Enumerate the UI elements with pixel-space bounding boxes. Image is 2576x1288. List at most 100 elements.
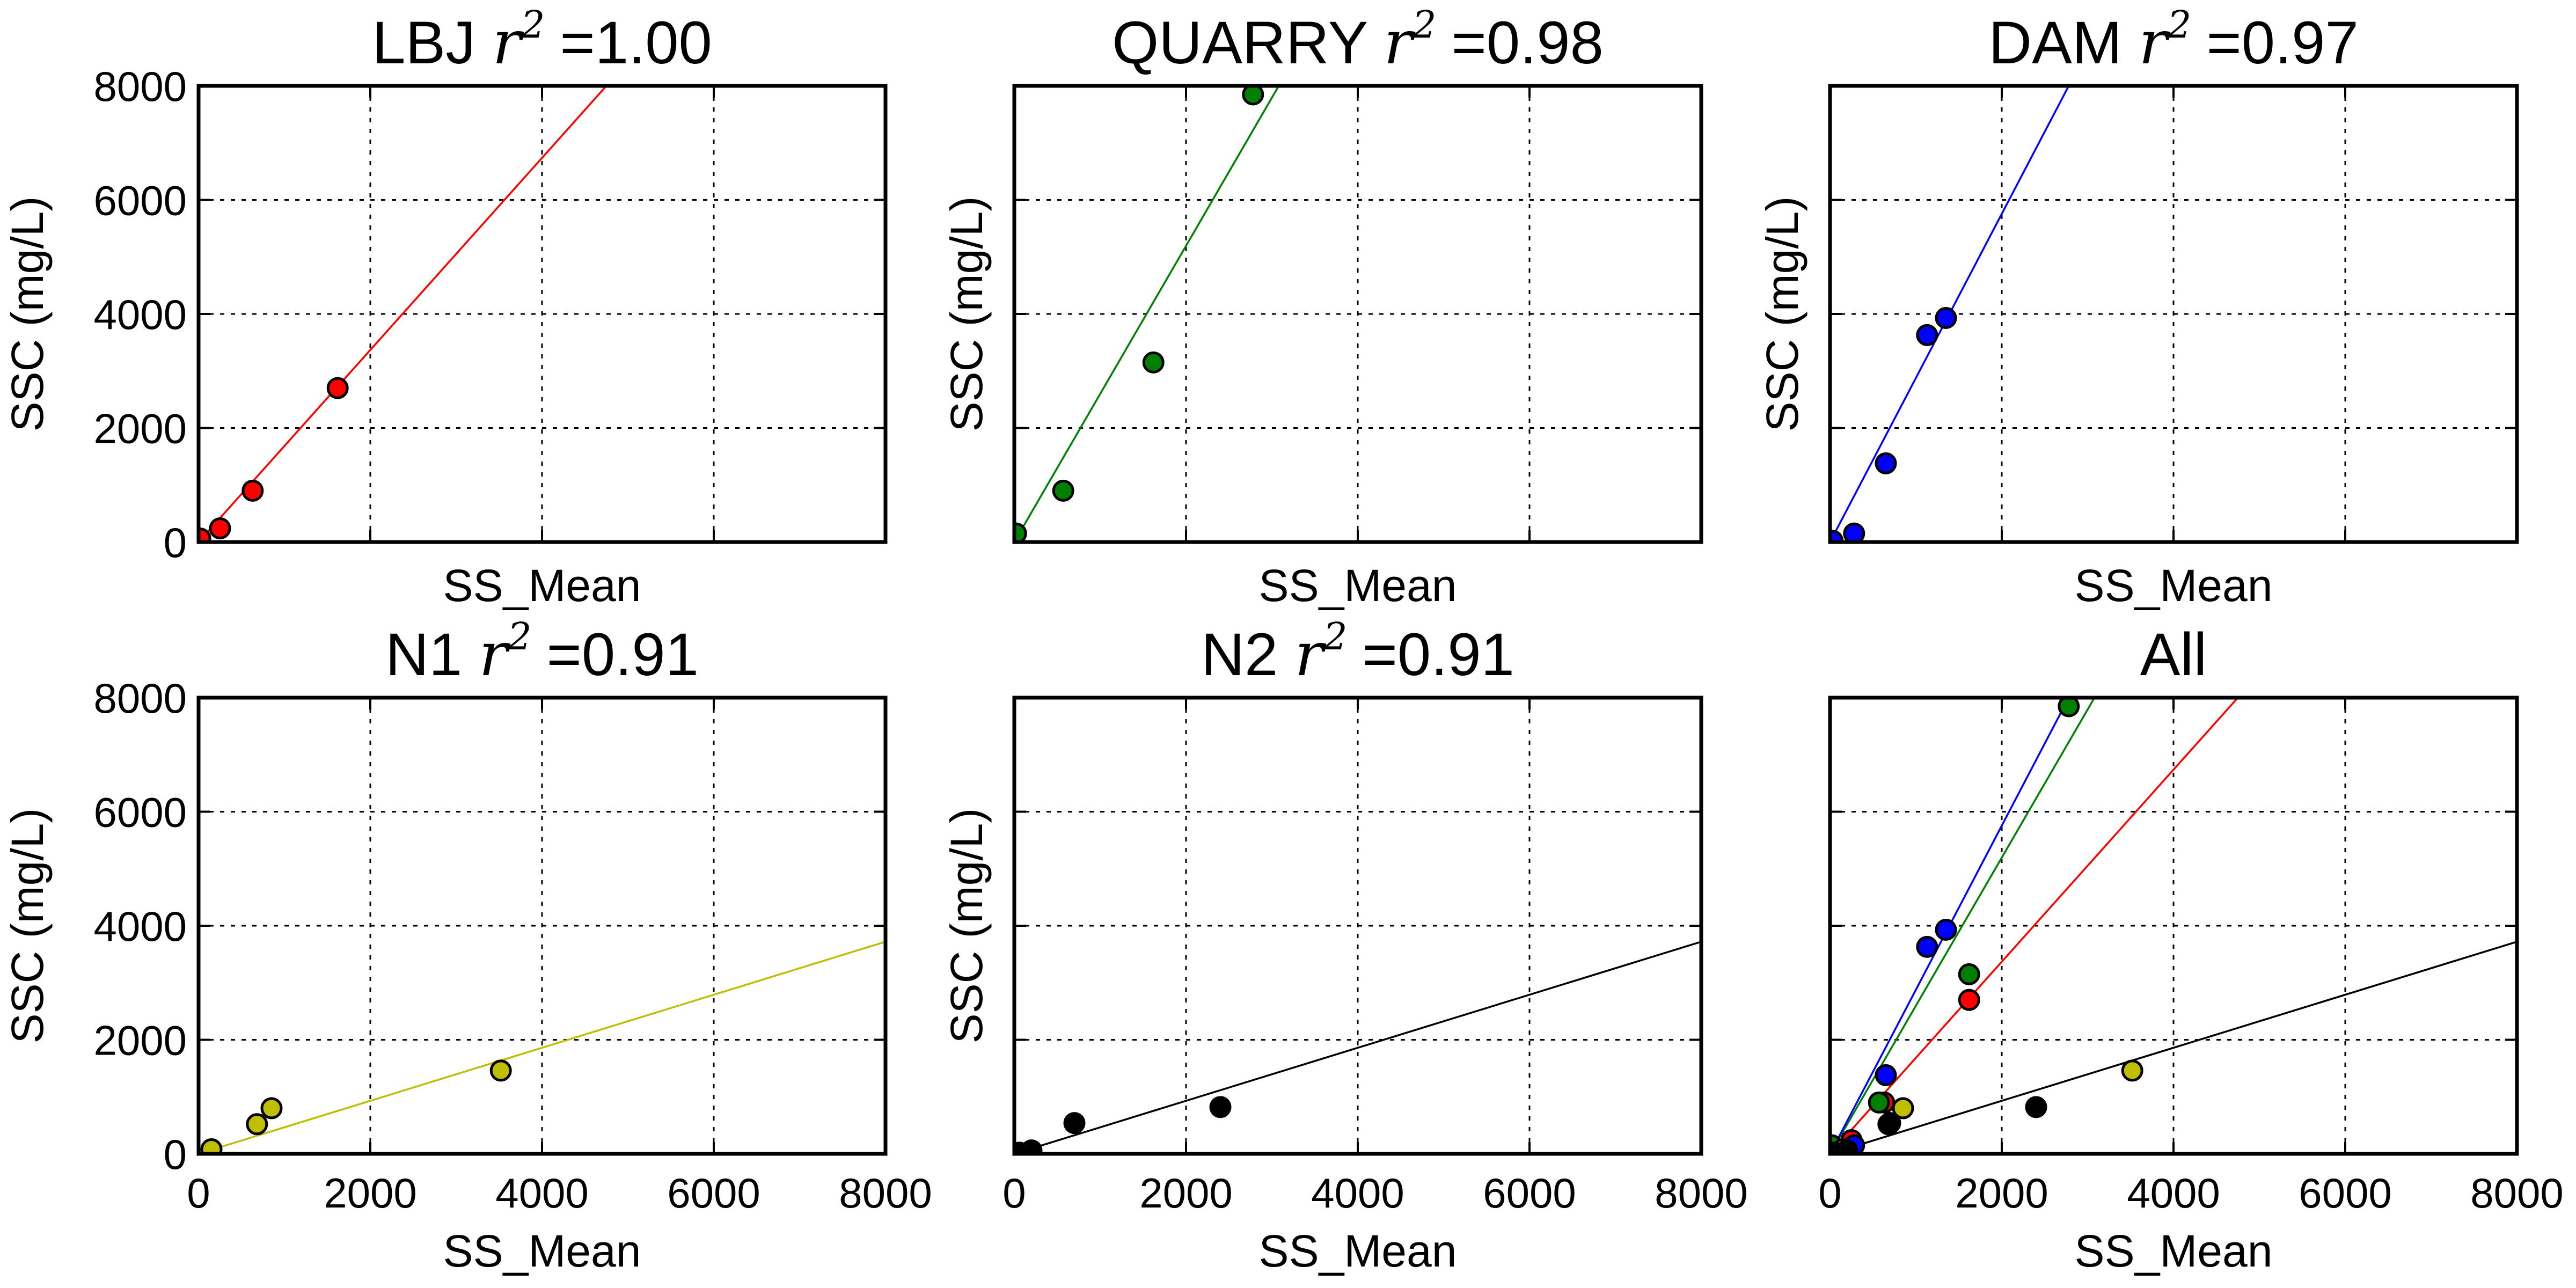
x-tick-label: 2000	[1139, 1169, 1233, 1217]
x-tick-label: 2000	[1955, 1169, 2048, 1217]
x-tick-label: 8000	[2470, 1169, 2564, 1217]
panel-title: LBJ r2 =1.00	[372, 3, 712, 78]
data-point	[326, 377, 349, 399]
data-point	[200, 1138, 223, 1154]
plot-area	[199, 941, 885, 1154]
r-squared-symbol: r	[1384, 8, 1416, 78]
x-tick-label: 0	[1818, 1169, 1841, 1217]
r-squared-exponent: 2	[1412, 3, 1437, 47]
data-point	[209, 517, 231, 539]
fit-line	[1014, 86, 1280, 542]
x-tick-label: 8000	[1655, 1169, 1748, 1217]
panel-2: SS_Mean SSC (mg/L) DAM r2 =0.97	[1757, 3, 2519, 611]
panel-title: All	[2140, 621, 2207, 688]
data-point	[1209, 1096, 1232, 1118]
data-point	[1843, 522, 1865, 542]
data-point	[1958, 963, 1980, 985]
y-tick-label: 8000	[93, 675, 187, 722]
plot-area	[199, 86, 608, 542]
data-point	[1916, 935, 1938, 958]
plot-area	[1830, 86, 2070, 542]
x-axis-label: SS_Mean	[443, 560, 641, 611]
data-point	[2121, 1059, 2143, 1082]
data-point	[260, 1097, 283, 1119]
x-tick-label: 4000	[1311, 1169, 1404, 1217]
plot-area	[1830, 698, 2517, 1154]
data-point	[489, 1059, 512, 1082]
r-squared-exponent: 2	[2167, 3, 2192, 47]
x-tick-label: 2000	[324, 1169, 417, 1217]
panel-title: DAM r2 =0.97	[1988, 3, 2358, 78]
fit-line	[1830, 941, 2517, 1154]
x-axis-label: SS_Mean	[2075, 560, 2273, 611]
data-point	[1142, 351, 1165, 374]
r-squared-value: =0.91	[547, 621, 699, 688]
y-axis-label: SSC (mg/L)	[941, 196, 992, 432]
data-point	[2058, 698, 2080, 718]
r-squared-value: =0.91	[1363, 621, 1514, 688]
data-point	[1935, 918, 1957, 941]
data-point	[1868, 1091, 1890, 1114]
r-squared-symbol: r	[1294, 620, 1327, 690]
x-tick-label: 0	[1002, 1169, 1026, 1217]
panel-5: 0 2000 4000 6000 8000 SS_Mean All	[1818, 621, 2563, 1276]
plot-area	[1014, 86, 1280, 542]
r-squared-value: =1.00	[560, 9, 712, 76]
r-squared-symbol: r	[492, 8, 524, 78]
title-name: N2	[1201, 621, 1294, 688]
data-point	[1020, 1139, 1043, 1154]
y-tick-label: 4000	[93, 291, 187, 338]
x-tick-label: 4000	[495, 1169, 589, 1217]
fit-line	[1014, 941, 1701, 1154]
fit-line	[1830, 698, 2239, 1154]
x-tick-label: 6000	[1483, 1169, 1576, 1217]
plot-area	[1014, 941, 1701, 1154]
r-squared-value: =0.97	[2206, 9, 2358, 76]
fit-line	[199, 941, 885, 1154]
data-point	[1892, 1097, 1914, 1119]
y-axis-label: SSC (mg/L)	[941, 808, 992, 1044]
y-tick-label: 2000	[93, 1017, 187, 1064]
y-tick-label: 0	[164, 519, 187, 566]
x-tick-label: 8000	[839, 1169, 932, 1217]
x-tick-label: 6000	[667, 1169, 760, 1217]
panel-title: QUARRY r2 =0.98	[1112, 3, 1604, 78]
panel-title: N2 r2 =0.91	[1201, 614, 1514, 690]
r-squared-symbol: r	[2139, 8, 2171, 78]
y-tick-label: 6000	[93, 789, 187, 836]
y-tick-label: 4000	[93, 903, 187, 950]
data-point	[1063, 1112, 1086, 1135]
x-axis-label: SS_Mean	[1259, 560, 1457, 611]
title-name: QUARRY	[1112, 9, 1384, 76]
x-axis-label: SS_Mean	[443, 1226, 641, 1276]
data-point	[1836, 1139, 1858, 1154]
y-axis-label: SSC (mg/L)	[2, 196, 53, 432]
data-point	[2025, 1096, 2047, 1118]
panel-0: 0 2000 4000 6000 8000 SS_Mean SSC (mg/L) LBJ r2…	[2, 3, 888, 611]
x-tick-label: 6000	[2299, 1169, 2392, 1217]
r-squared-exponent: 2	[507, 614, 532, 658]
data-point	[1875, 1064, 1897, 1086]
r-squared-exponent: 2	[521, 3, 545, 47]
y-axis-label: SSC (mg/L)	[1757, 196, 1807, 432]
data-point	[1879, 1112, 1901, 1135]
panel-4: 0 2000 4000 6000 8000 SS_Mean SSC (mg/L) N2 r2 =…	[941, 614, 1748, 1276]
panel-title: N1 r2 =0.91	[385, 614, 699, 690]
y-tick-label: 8000	[93, 63, 187, 110]
panel-1: SS_Mean SSC (mg/L) QUARRY r2 =0.98	[941, 3, 1703, 611]
data-point	[1052, 479, 1074, 502]
title-name: LBJ	[372, 9, 492, 76]
y-axis-label: SSC (mg/L)	[2, 808, 53, 1044]
data-point	[1916, 324, 1938, 346]
data-point	[1875, 452, 1897, 474]
fit-line	[1830, 698, 2096, 1154]
x-axis-label: SS_Mean	[1259, 1226, 1457, 1276]
fit-line	[199, 86, 608, 542]
data-point	[246, 1113, 268, 1136]
r-squared-symbol: r	[479, 620, 511, 690]
y-tick-label: 0	[164, 1131, 187, 1178]
x-axis-label: SS_Mean	[2075, 1226, 2273, 1276]
x-tick-label: 0	[187, 1169, 210, 1217]
title-name: DAM	[1988, 9, 2139, 76]
